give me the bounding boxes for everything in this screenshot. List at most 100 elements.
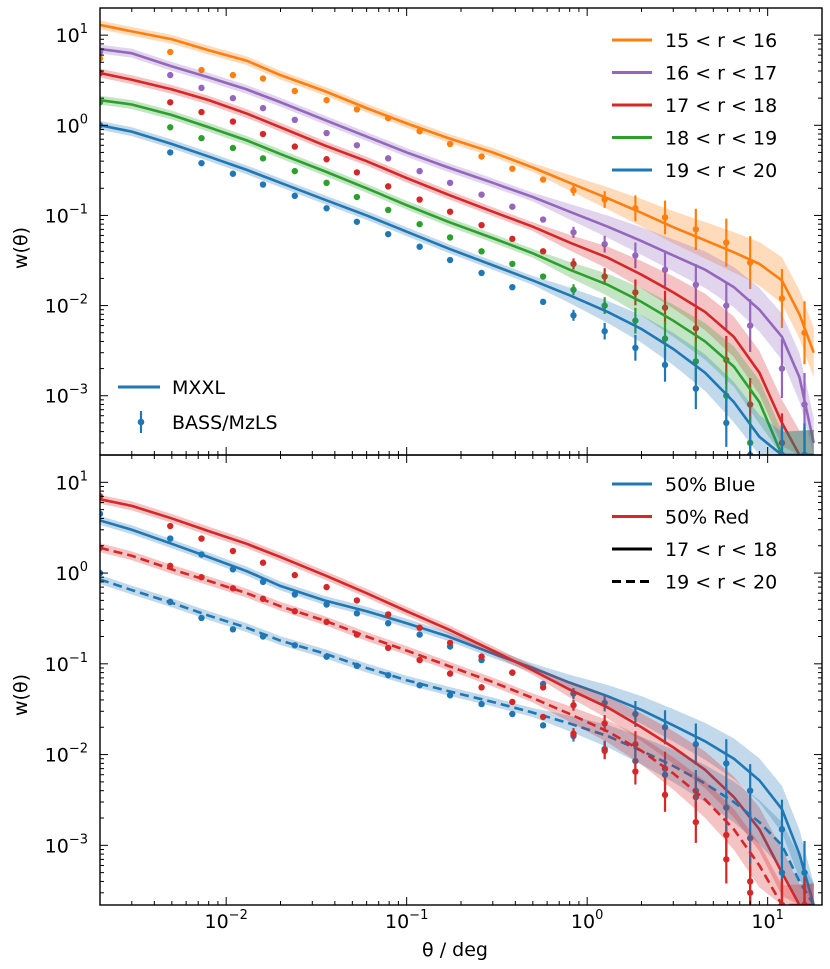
data-point: [601, 196, 608, 203]
data-point: [478, 221, 485, 229]
y-tick-label: 10−1: [45, 202, 88, 227]
data-point: [229, 566, 237, 573]
x-tick-label: 101: [751, 908, 783, 933]
data-point: [539, 176, 547, 183]
model-line: [100, 124, 814, 455]
x-axis-label: θ / deg: [422, 939, 488, 961]
data-point: [323, 618, 330, 626]
legend-data-sources: MXXL BASS/MzLS: [118, 377, 278, 434]
data-point: [509, 283, 516, 291]
data-point: [778, 869, 786, 876]
data-point: [661, 214, 669, 221]
data-point: [661, 361, 669, 369]
data-point: [801, 401, 808, 408]
data-point: [353, 218, 361, 225]
data-point: [384, 114, 392, 122]
data-point: [167, 522, 174, 530]
y-tick-label: 10−2: [45, 293, 88, 318]
data-point: [509, 235, 516, 243]
legend-marker: [137, 418, 145, 426]
data-point: [509, 260, 516, 268]
data-point: [198, 108, 205, 116]
data-point: [353, 193, 361, 201]
data-point: [384, 671, 392, 679]
model-line: [100, 546, 814, 905]
data-point: [632, 768, 639, 775]
data-point: [723, 760, 730, 767]
data-point: [778, 826, 786, 833]
data-point: [539, 248, 547, 255]
y-tick-label: 10−3: [45, 383, 88, 408]
data-point: [291, 116, 298, 124]
data-point: [291, 167, 298, 175]
data-point: [416, 243, 423, 250]
data-point: [632, 205, 639, 212]
data-point: [632, 289, 639, 296]
data-point: [416, 167, 423, 175]
data-point: [198, 84, 205, 92]
data-point: [632, 252, 639, 259]
data-point: [570, 229, 577, 236]
data-point: [570, 260, 577, 268]
y-tick-label: 101: [56, 469, 88, 494]
data-point: [384, 206, 392, 214]
data-point: [801, 869, 808, 876]
data-point: [723, 302, 730, 309]
data-point: [229, 547, 237, 555]
data-point: [323, 583, 330, 591]
data-point: [100, 99, 104, 106]
data-point: [509, 669, 516, 676]
data-point: [229, 71, 237, 79]
plot-area: [100, 20, 816, 455]
data-point: [570, 701, 577, 709]
data-point: [229, 94, 237, 102]
model-band: [100, 515, 814, 905]
data-point: [661, 771, 669, 778]
data-point: [167, 71, 174, 79]
data-point: [478, 653, 485, 660]
data-point: [384, 644, 392, 652]
data-point: [478, 191, 485, 198]
data-point: [229, 118, 237, 125]
data-point: [723, 419, 730, 427]
data-point: [198, 134, 205, 142]
data-point: [416, 682, 423, 689]
data-point: [384, 155, 392, 162]
data-point: [416, 127, 423, 135]
data-point: [446, 140, 454, 148]
y-tick-label: 100: [56, 112, 88, 137]
data-point: [778, 295, 786, 302]
data-point: [539, 684, 547, 691]
model-band: [100, 44, 814, 455]
data-point: [353, 106, 361, 113]
data-point: [723, 804, 730, 811]
plot-area: [100, 493, 815, 905]
model-line: [100, 578, 815, 905]
data-point: [229, 585, 237, 592]
data-point: [167, 598, 174, 606]
data-point: [259, 104, 267, 112]
top-y-axis-label: w(θ): [10, 227, 32, 269]
data-point: [478, 700, 485, 708]
y-tick-label: 100: [56, 560, 88, 585]
data-point: [291, 591, 298, 598]
bottom-panel: 101 100 10−1 10−2 10−3 50% Blue 50% Red 17 < r …: [45, 454, 823, 906]
data-point: [723, 856, 730, 863]
legend-label: 50% Red: [665, 507, 749, 529]
legend-color-split: 50% Blue 50% Red 17 < r < 18 19 < r < 20: [612, 474, 777, 594]
data-point: [384, 183, 392, 190]
legend-label: BASS/MzLS: [172, 412, 278, 434]
data-point: [778, 365, 786, 372]
data-point: [323, 96, 330, 104]
data-point: [570, 312, 577, 319]
data-point: [661, 304, 669, 311]
data-point: [323, 205, 330, 212]
data-point: [198, 535, 205, 542]
data-point: [778, 451, 786, 455]
data-point: [259, 633, 267, 640]
data-point: [259, 595, 267, 603]
data-point: [291, 642, 298, 649]
data-point: [746, 834, 754, 842]
data-point: [661, 791, 669, 799]
legend-label: 50% Blue: [665, 474, 755, 496]
